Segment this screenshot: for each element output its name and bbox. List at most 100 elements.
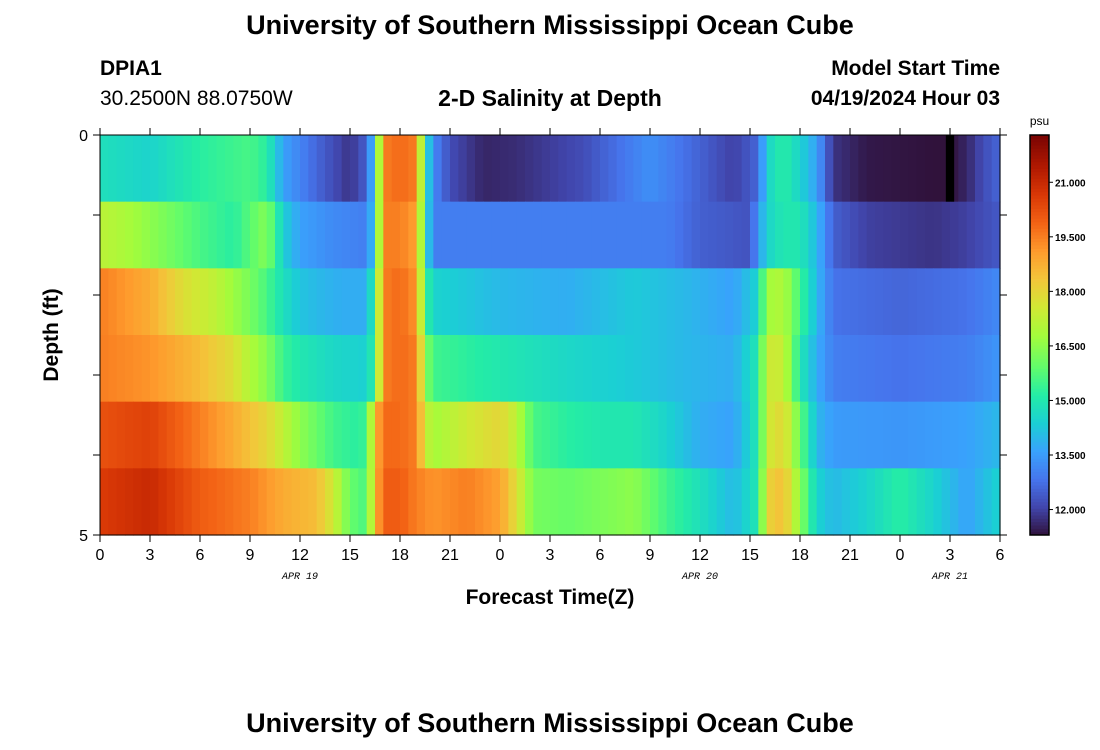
- heatmap-cell: [450, 335, 459, 403]
- heatmap-cell: [816, 335, 826, 403]
- heatmap-cell: [991, 201, 1001, 269]
- colorbar-segment: [1030, 268, 1049, 273]
- heatmap-cell: [483, 268, 493, 336]
- heatmap-cell: [525, 335, 534, 403]
- heatmap-cell: [200, 201, 209, 269]
- heatmap-cell: [783, 135, 793, 203]
- heatmap-cell: [850, 201, 859, 269]
- heatmap-cell: [366, 401, 376, 469]
- heatmap-cell: [533, 201, 543, 269]
- colorbar-segment: [1030, 211, 1049, 216]
- x-tick-label: 6: [196, 547, 205, 564]
- heatmap-cell: [891, 268, 901, 336]
- heatmap-cell: [650, 335, 659, 403]
- colorbar-segment: [1030, 411, 1049, 416]
- heatmap-cell: [791, 135, 801, 203]
- heatmap-cell: [691, 135, 701, 203]
- heatmap-cell: [500, 468, 509, 536]
- heatmap-cell: [608, 201, 618, 269]
- heatmap-cell: [375, 135, 384, 203]
- heatmap-cell: [441, 335, 451, 403]
- colorbar-segment: [1030, 318, 1049, 323]
- heatmap-cell: [458, 135, 468, 203]
- heatmap-cell: [158, 135, 168, 203]
- heatmap-cell: [675, 268, 684, 336]
- heatmap-cell: [408, 401, 418, 469]
- heatmap-cell: [708, 268, 718, 336]
- heatmap-cell: [508, 401, 518, 469]
- heatmap-cell: [250, 268, 259, 336]
- heatmap-cell: [858, 268, 868, 336]
- heatmap-cell: [558, 268, 568, 336]
- heatmap-cell: [833, 401, 843, 469]
- heatmap-cell: [933, 201, 943, 269]
- heatmap-cell: [400, 401, 409, 469]
- heatmap-cell: [550, 201, 559, 269]
- heatmap-cell: [575, 468, 584, 536]
- heatmap-cell: [483, 201, 493, 269]
- heatmap-cell: [266, 401, 276, 469]
- heatmap-cell: [383, 468, 393, 536]
- colorbar-segment: [1030, 371, 1049, 376]
- heatmap-cell: [141, 401, 151, 469]
- colorbar-segment: [1030, 431, 1049, 436]
- heatmap-cell: [566, 401, 576, 469]
- heatmap-cell: [766, 201, 776, 269]
- colorbar-segment: [1030, 351, 1049, 356]
- heatmap-cell: [400, 268, 409, 336]
- heatmap-cell: [983, 268, 993, 336]
- colorbar-segment: [1030, 428, 1049, 433]
- heatmap-cell: [683, 401, 693, 469]
- heatmap-cell: [758, 135, 768, 203]
- heatmap-cell: [733, 201, 743, 269]
- heatmap-cell: [875, 468, 884, 536]
- colorbar-segment: [1030, 171, 1049, 176]
- heatmap-cell: [191, 401, 201, 469]
- heatmap-cell: [333, 201, 343, 269]
- heatmap-cell: [575, 335, 584, 403]
- heatmap-cell: [308, 268, 318, 336]
- heatmap-cell: [775, 268, 784, 336]
- heatmap-cell: [100, 468, 109, 536]
- y-tick-label: 5: [79, 528, 88, 545]
- heatmap-cell: [341, 201, 351, 269]
- heatmap-cell: [416, 335, 426, 403]
- heatmap-cell: [341, 401, 351, 469]
- heatmap-cell: [958, 201, 968, 269]
- heatmap-cell: [666, 401, 676, 469]
- colorbar-segment: [1030, 345, 1049, 349]
- heatmap-cell: [175, 468, 184, 536]
- y-axis-label: Depth (ft): [40, 288, 63, 381]
- colorbar-segment: [1030, 241, 1049, 246]
- colorbar-segment: [1030, 505, 1049, 509]
- heatmap-cell: [233, 401, 243, 469]
- heatmap-cell: [466, 135, 476, 203]
- heatmap-cell: [583, 335, 593, 403]
- heatmap-cell: [800, 335, 809, 403]
- heatmap-cell: [475, 135, 484, 203]
- heatmap-cell: [966, 135, 976, 203]
- heatmap-cell: [175, 268, 184, 336]
- heatmap-cell: [316, 201, 326, 269]
- heatmap-cell: [608, 135, 618, 203]
- heatmap-cell: [816, 201, 826, 269]
- heatmap-cell: [183, 401, 193, 469]
- heatmap-cell: [658, 335, 668, 403]
- heatmap-cell: [650, 135, 659, 203]
- heatmap-cell: [925, 268, 934, 336]
- colorbar-segment: [1030, 435, 1049, 439]
- heatmap-cell: [375, 335, 384, 403]
- heatmap-cell: [983, 201, 993, 269]
- heatmap-cell: [541, 201, 551, 269]
- heatmap-cell: [791, 401, 801, 469]
- x-tick-label: 0: [96, 547, 105, 564]
- heatmap-cell: [275, 268, 284, 336]
- colorbar-segment: [1030, 498, 1049, 503]
- heatmap-cell: [841, 468, 851, 536]
- heatmap-cell: [133, 268, 143, 336]
- heatmap-cell: [508, 201, 518, 269]
- heatmap-cell: [316, 135, 326, 203]
- heatmap-cell: [475, 335, 484, 403]
- heatmap-cell: [733, 135, 743, 203]
- colorbar-segment: [1030, 391, 1049, 396]
